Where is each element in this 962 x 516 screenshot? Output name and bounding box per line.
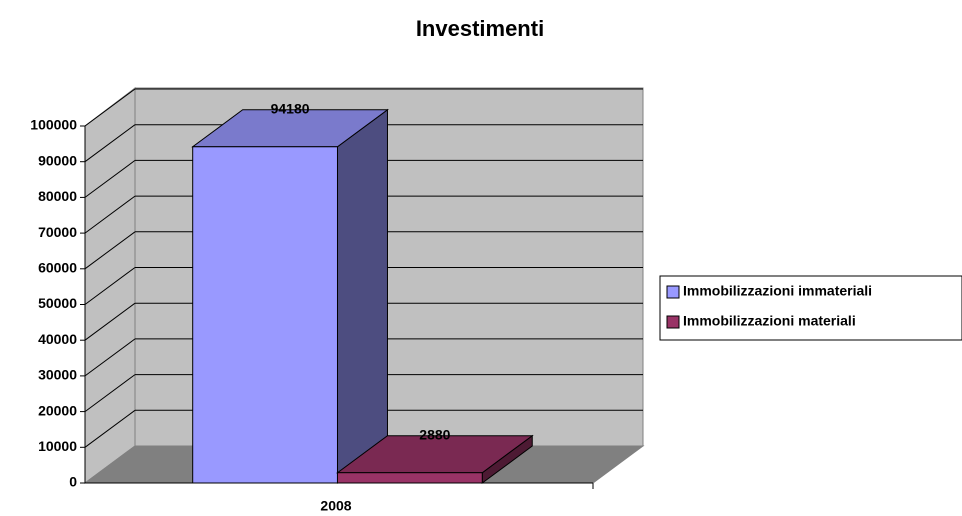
- grid-line: [84, 302, 136, 341]
- grid-line: [84, 88, 136, 127]
- y-tick-label: 30000: [38, 367, 77, 383]
- legend-label: Immobilizzazioni materiali: [683, 313, 856, 329]
- y-tick-label: 90000: [38, 152, 77, 168]
- bar: [336, 472, 483, 484]
- legend-swatch: [666, 315, 680, 329]
- grid-line: [84, 338, 136, 377]
- y-tick-label: 20000: [38, 402, 77, 418]
- legend-label: Immobilizzazioni immateriali: [683, 283, 872, 299]
- grid-line: [84, 124, 136, 163]
- chart-title: Investimenti: [416, 16, 544, 41]
- grid-line: [84, 231, 136, 270]
- grid-line: [84, 195, 136, 234]
- grid-line: [84, 374, 136, 413]
- y-tick-label: 60000: [38, 260, 77, 276]
- y-tick-label: 10000: [38, 438, 77, 454]
- bar: [192, 146, 338, 484]
- legend-swatch: [666, 285, 680, 299]
- bar-side: [336, 108, 388, 484]
- y-tick-label: 50000: [38, 295, 77, 311]
- y-tick-label: 80000: [38, 188, 77, 204]
- y-tick-label: 0: [69, 474, 77, 490]
- grid-line: [84, 409, 136, 448]
- grid-line: [84, 159, 136, 198]
- value-label: 2880: [419, 426, 450, 442]
- grid-line: [84, 267, 136, 305]
- y-tick-label: 100000: [30, 117, 77, 133]
- y-tick-label: 40000: [38, 331, 77, 347]
- legend: [659, 275, 962, 341]
- value-label: 94180: [271, 100, 310, 116]
- y-tick-label: 70000: [38, 224, 77, 240]
- x-tick-label: 2008: [320, 498, 351, 514]
